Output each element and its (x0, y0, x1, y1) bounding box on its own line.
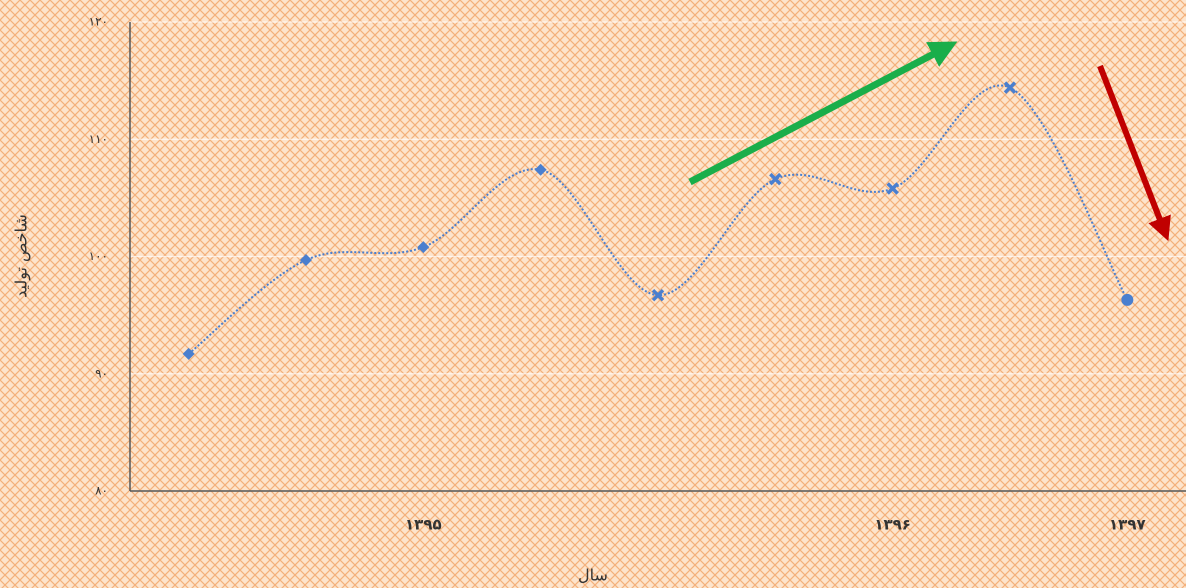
marker (182, 347, 195, 360)
down-arrow (1097, 64, 1171, 242)
y-tick-label: ۱۰۰ (89, 249, 108, 263)
marker (651, 288, 665, 302)
x-tick-label: ۱۳۹۵ (405, 516, 442, 534)
up-arrow (688, 41, 958, 186)
y-tick-label: ۸۰ (95, 484, 108, 498)
marker (886, 182, 899, 195)
y-axis-label: شاخص تولید (12, 214, 32, 298)
marker (1003, 81, 1017, 94)
line (188, 84, 1129, 355)
y-tick-label: ۱۲۰ (89, 15, 108, 29)
y-tick-label: ۱۱۰ (89, 132, 108, 146)
marker (534, 163, 547, 176)
x-axis-label: سال (578, 566, 608, 585)
marker (417, 241, 430, 254)
x-tick-label: ۱۳۹۷ (1109, 516, 1146, 534)
marker (1121, 293, 1134, 306)
y-tick-label: ۹۰ (95, 366, 108, 380)
marker (300, 254, 312, 267)
x-tick-label: ۱۳۹۶ (874, 516, 911, 534)
marker (769, 172, 782, 186)
